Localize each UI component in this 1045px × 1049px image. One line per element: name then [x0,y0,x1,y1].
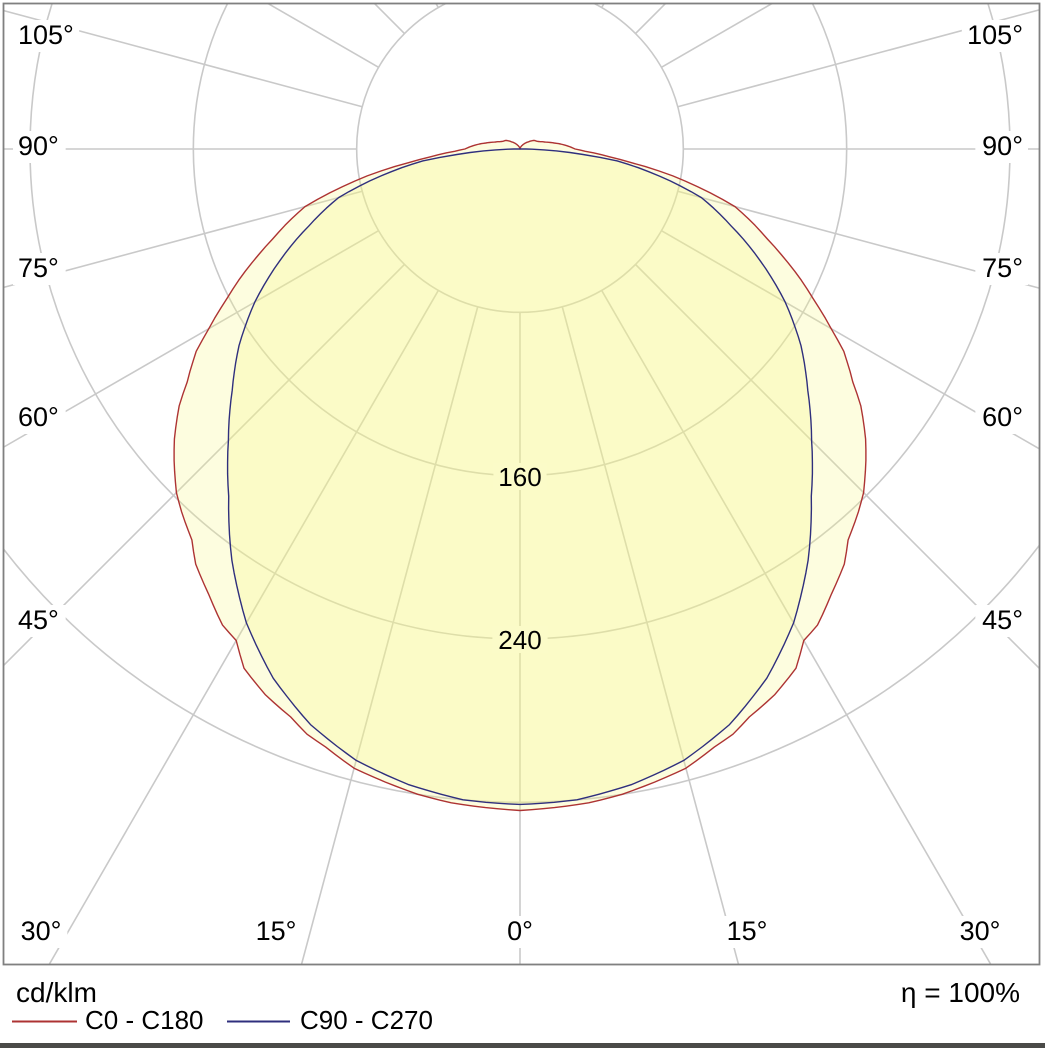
ring-label-knockout [493,463,547,490]
grid-radial-315 [3,263,406,668]
legend-label-c0-c180: C0 - C180 [85,1005,204,1035]
angle-label: 60° [18,402,59,432]
angle-label: 90° [982,131,1023,161]
angle-label: 75° [18,253,59,283]
angle-label-knockout [501,916,539,948]
angle-label-knockout [961,20,1028,52]
angle-label-knockout [14,916,68,948]
grid-radial-30 [600,290,993,965]
ring-label-knockout [492,626,548,653]
angle-label-knockout [975,131,1028,163]
intensity-curves [173,139,867,812]
ring-value-label: 240 [498,625,541,655]
angle-label: 30° [960,916,1001,946]
grid-radial-300 [3,229,379,449]
grid-radial-45 [634,263,1040,671]
angle-label: 45° [982,605,1023,635]
angle-label: 30° [21,916,62,946]
angle-label: 105° [18,20,74,50]
angle-label-knockout [975,402,1028,434]
grid-radial-60 [661,229,1040,451]
angle-label-knockout [721,916,773,948]
angle-label-knockout [975,605,1028,637]
grid-radial-75 [677,190,1040,290]
angle-label: 45° [18,605,59,635]
angle-label-knockout [13,131,66,163]
angle-label-knockout [13,253,66,285]
grid-radial-105 [677,8,1040,108]
angle-label: 15° [727,916,768,946]
angle-label: 90° [18,131,59,161]
angle-label-knockout [13,20,80,52]
angle-labels: 105° 90° 75° 60° 45° 105° 90° 75° 60° 45° 30° 15° 0°… [13,20,1028,948]
efficiency-value: η = 100% [901,977,1020,1008]
legend-label-c90-c270: C90 - C270 [300,1005,433,1035]
grid-radial-345 [300,306,479,965]
grid-radial-330 [47,290,440,965]
angle-label: 60° [982,402,1023,432]
angle-label-knockout [13,402,66,434]
angle-label-knockout [975,253,1028,285]
ring-value-label: 160 [498,462,541,492]
angle-label-knockout [953,916,1007,948]
grid-radial-285 [3,190,363,289]
angle-label: 15° [256,916,297,946]
angle-label: 0° [507,916,533,946]
ring-value-labels: 160 240 [492,462,548,655]
curve-C90-C270 [226,148,814,806]
unit-label: cd/klm [16,977,97,1008]
angle-label: 75° [982,253,1023,283]
grid-radial-255 [3,9,363,108]
plot-border [2,2,1041,966]
angle-label-knockout [13,605,66,637]
angle-label-knockout [250,916,302,948]
angle-label: 105° [967,20,1023,50]
bottom-separator-bar [0,1043,1045,1048]
grid-radial-15 [561,306,740,965]
